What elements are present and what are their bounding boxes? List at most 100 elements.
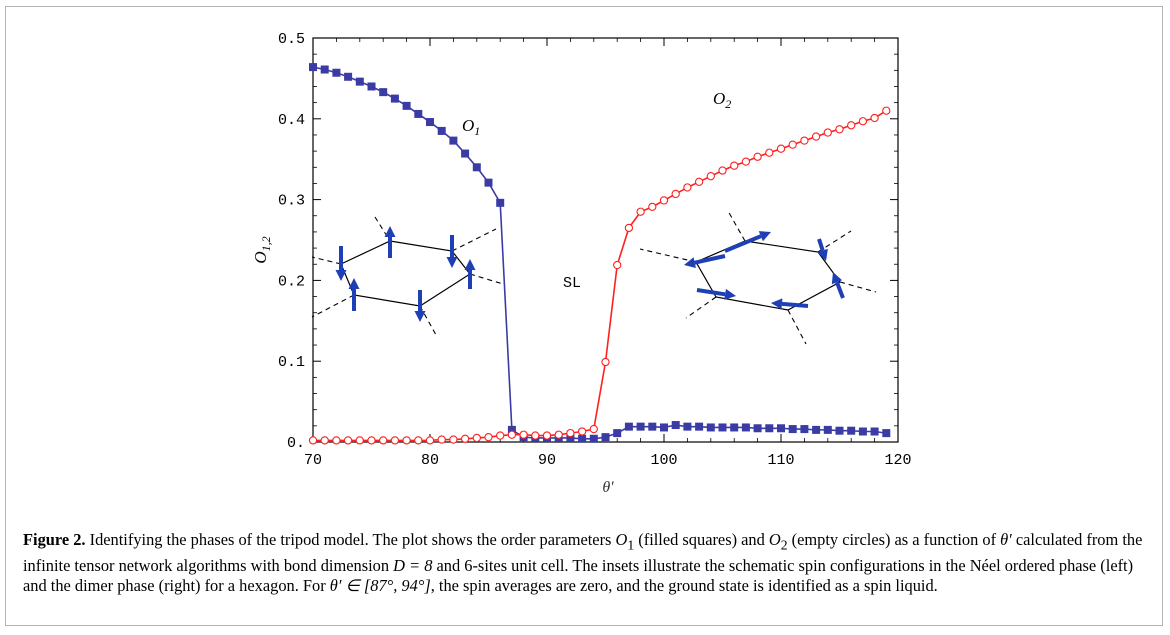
o2-point [613,260,622,270]
plot-axes: 70 80 90 100 110 120 0. 0.1 0.2 0.3 0.4 0.5 [278,31,912,469]
annotation-o1: O1 [462,116,480,138]
o1-point [332,68,341,77]
o1-point [636,422,645,431]
o1-point [858,427,867,436]
dimer-inset [639,210,877,345]
o1-point [648,422,657,431]
dimer-spin-5-shaft [696,288,726,297]
neel-spin-6-head [335,270,347,281]
o2-point [683,183,692,192]
x-tick-label: 100 [650,452,677,469]
figure-frame [5,6,1163,626]
dimer-spin-2-shaft [817,238,825,252]
dimer-spin-1-head [758,231,771,242]
o2-point [753,152,762,161]
caption-label: Figure 2. [23,530,86,549]
o2-point [355,436,364,445]
o1-point [390,94,399,103]
neel-spin-3-head [464,259,476,270]
annotation-o1-main: O [462,116,474,135]
o1-point [847,426,856,435]
o2-point [776,144,786,153]
o2-point [542,431,552,440]
caption-text-1: Identifying the phases of the tripod mod… [85,530,616,549]
figure-caption: Figure 2. Identifying the phases of the … [23,530,1143,597]
dimer-spin-4-head [771,298,783,310]
caption-theta: θ′ [1000,530,1012,549]
caption-o1-sub: 1 [627,537,635,553]
o2-point [496,431,505,440]
x-tick-label: 110 [767,452,794,469]
dimer-spin-4-shaft [781,301,809,308]
annotation-o2-main: O [713,89,725,108]
o1-point [613,429,622,438]
o2-point [811,132,821,141]
o1-point [788,425,797,434]
o1-point [426,118,434,127]
o1-point [484,178,493,187]
o1-point [320,65,329,74]
o1-point [683,422,692,431]
neel-spin-5 [348,278,360,311]
plot-frame [312,37,899,443]
o2-point [694,177,704,186]
o2-point [847,121,856,130]
o2-point [624,223,634,233]
o1-point [402,101,411,110]
o1-point [309,63,317,72]
o1-point [812,425,821,434]
o2-point [589,424,598,434]
o1-point [449,136,458,145]
o2-point [741,157,751,166]
caption-text-5: and 6-sites unit cell. The insets illust… [23,555,1134,596]
o2-point [823,128,832,137]
dimer-spin-3 [831,272,845,299]
neel-inset [311,216,504,336]
o2-point [343,436,353,445]
x-tick-label: 70 [304,452,322,469]
caption-o2-sub: 2 [780,537,788,553]
y-axis-label-main: O [251,251,270,263]
o2-point [577,427,587,436]
neel-spin-2-head [446,257,458,268]
o1-point [671,421,680,430]
dimer-bond-5 [639,248,697,263]
dimer-bond-3 [787,309,807,345]
caption-text-4: calculated from the infinite tensor netw… [23,530,1143,575]
o1-point [765,424,774,433]
o1-point [870,427,879,436]
x-tick-label: 90 [538,452,556,469]
o2-point [390,436,400,445]
o2-point [601,357,610,367]
neel-spin-6 [335,246,347,281]
x-axis-label: θ′ [602,479,614,496]
neel-spin-4-head [414,311,426,322]
y-tick-label: 0.3 [278,193,305,210]
y-axis-label-sub: 1,2 [259,236,273,251]
caption-text-3: (empty circles) as a function of [787,530,1001,549]
dimer-bond-4 [685,296,717,319]
dimer-bond-0 [727,210,746,242]
dimer-spin-3-shaft [835,281,845,299]
o2-point [835,125,844,134]
neel-spin-4 [414,290,426,322]
o1-point [800,425,809,434]
dimer-spin-6-shaft [694,254,726,265]
o2-point [320,436,329,445]
y-tick-label: 0.4 [278,112,305,129]
series-o1 [309,63,891,443]
o1-point [496,198,505,207]
o2-point [788,140,797,149]
o2-point [379,436,388,445]
o2-point [367,436,376,445]
annotation-sl: SL [563,275,581,292]
o1-point [741,423,750,432]
o2-point [706,172,715,181]
neel-spin-1-head [384,226,396,237]
neel-bond-1 [451,228,497,252]
dimer-spin-5-head [724,288,736,300]
annotation-o2: O2 [713,89,731,111]
neel-spin-1 [384,226,396,258]
